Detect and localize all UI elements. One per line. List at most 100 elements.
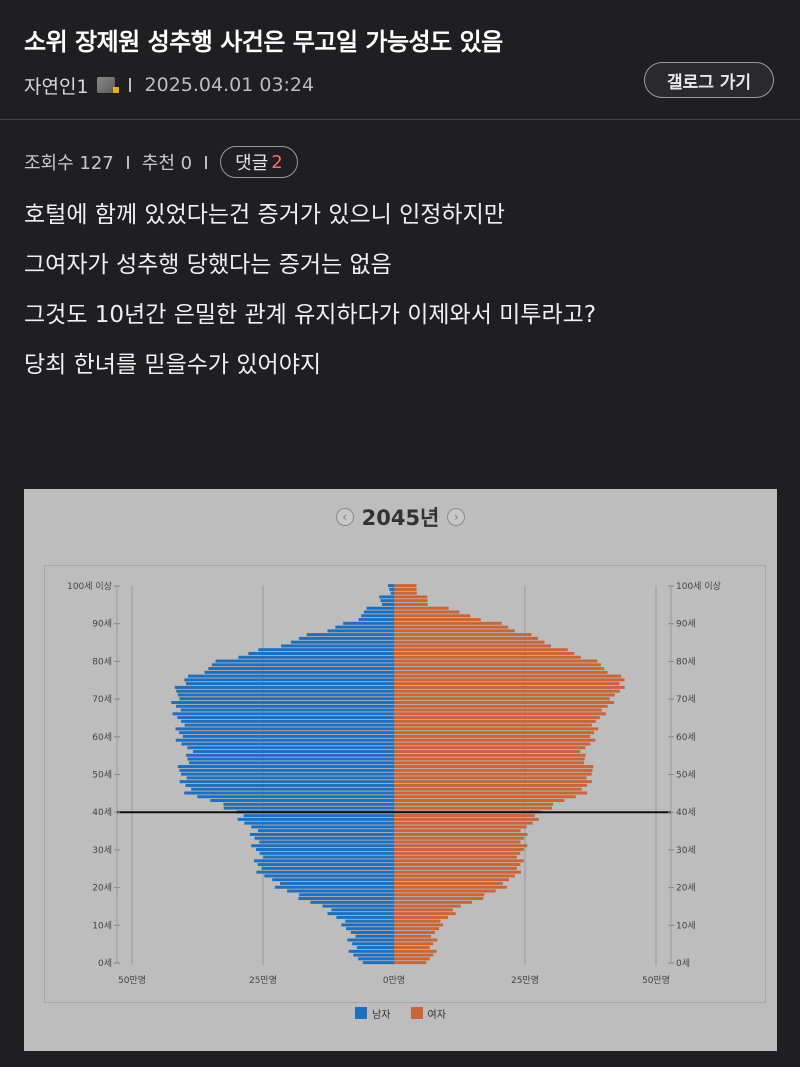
recommend-count: 추천 0 (141, 153, 193, 174)
female-bar (394, 825, 527, 829)
female-bar (394, 689, 620, 693)
male-bar (335, 625, 394, 629)
male-bar (175, 727, 394, 731)
male-bar (175, 738, 394, 742)
male-bar (211, 663, 394, 667)
male-bar (181, 742, 394, 746)
male-bar (336, 915, 394, 919)
female-bar (394, 761, 584, 765)
female-bar (394, 832, 528, 836)
male-bar (188, 674, 394, 678)
male-bar (182, 734, 394, 738)
body-line: 당최 한녀를 믿을수가 있어야지 (24, 352, 322, 378)
stats-divider (126, 155, 129, 169)
post-meta: 자연인1 2025.04.01 03:24 (24, 72, 314, 98)
female-bar (394, 885, 507, 889)
male-bar (379, 595, 394, 599)
female-bar (394, 938, 438, 942)
prev-arrow-icon[interactable]: ‹ (335, 508, 354, 526)
male-bar (345, 919, 394, 923)
female-bar (394, 893, 485, 897)
male-bar (327, 629, 394, 633)
next-arrow-icon[interactable]: › (447, 508, 466, 526)
male-bar (287, 889, 394, 893)
male-bar (299, 893, 394, 897)
chart-title: 2045년 (361, 506, 440, 530)
legend-swatch-female (410, 1007, 423, 1019)
female-bar (394, 855, 517, 859)
female-bar (394, 942, 434, 946)
male-bar (272, 878, 394, 882)
pyramid-chart: 100세 이상 100세 이상 90세 90세 80세 80세 70세 70세 60세 60세 50… (67, 581, 721, 986)
meta-divider (128, 78, 131, 92)
male-bar (180, 708, 394, 712)
female-bar (394, 957, 430, 961)
female-bar (394, 795, 576, 799)
stats-divider (205, 155, 208, 169)
chart-legend: 남자 여자 (24, 1003, 777, 1023)
female-bar (394, 859, 524, 863)
female-bar (394, 633, 532, 637)
male-bar (256, 870, 394, 874)
male-bar (184, 791, 394, 795)
age-tick-label: 70세 (676, 694, 696, 705)
male-bar (362, 961, 394, 965)
male-bar (298, 897, 394, 901)
gallog-button[interactable]: 갤로그 가기 (644, 62, 774, 98)
age-tick-label: 10세 (92, 920, 112, 931)
female-bar (394, 663, 601, 667)
male-bar (223, 806, 394, 810)
author-name[interactable]: 자연인1 (24, 75, 89, 98)
male-bar (180, 772, 394, 776)
body-line: 그여자가 성추행 당했다는 증거는 없음 (24, 252, 392, 278)
female-bar (394, 618, 481, 622)
male-bar (185, 783, 394, 787)
comment-button[interactable]: 댓글 2 (220, 146, 298, 178)
age-tick-label: 0세 (676, 958, 690, 969)
female-bar (394, 904, 461, 908)
male-bar (177, 716, 394, 720)
female-bar (394, 783, 587, 787)
male-bar (174, 685, 394, 689)
male-bar (176, 704, 394, 708)
post-body: 호털에 함께 있었다는건 증거가 있으니 인정하지만 그여자가 성추행 당했다는… (24, 196, 774, 396)
female-bar (394, 757, 585, 761)
female-bar (394, 829, 521, 833)
male-bar (389, 587, 394, 591)
legend-item-male: 남자 (355, 1006, 391, 1021)
age-tick-label: 50세 (92, 770, 112, 781)
male-bar (353, 953, 394, 957)
male-bar (193, 750, 394, 753)
age-tick-label: 90세 (92, 619, 112, 630)
female-bar (394, 685, 625, 689)
female-bar (394, 953, 434, 957)
male-bar (185, 682, 394, 686)
year-navigator: ‹ 2045년 › (24, 501, 777, 533)
male-bar (208, 667, 394, 671)
female-bar (394, 961, 427, 965)
male-bar (366, 606, 394, 610)
male-bar (322, 904, 394, 908)
male-bar (184, 723, 394, 727)
male-bar (179, 697, 394, 701)
male-bar (189, 761, 394, 765)
female-bar (394, 697, 610, 701)
female-bar (394, 667, 605, 671)
female-bar (394, 682, 620, 686)
male-bar (171, 701, 394, 704)
female-bar (394, 625, 509, 629)
male-bar (259, 851, 394, 855)
male-bar (380, 599, 394, 603)
female-bar (394, 704, 608, 708)
post-datetime: 2025.04.01 03:24 (144, 74, 315, 96)
age-tick-label: 30세 (676, 845, 696, 856)
female-bar (394, 614, 471, 618)
female-bar (394, 723, 592, 727)
x-tick-label: 50만명 (642, 975, 670, 986)
population-pyramid-image: ‹ 2045년 › 100세 이상 100세 이상 90세 90세 80세 80세 70세 7… (24, 489, 777, 1051)
male-bar (179, 768, 394, 772)
female-bar (394, 919, 441, 923)
female-bar (394, 750, 581, 753)
male-bar (327, 912, 394, 916)
male-bar (291, 640, 394, 644)
